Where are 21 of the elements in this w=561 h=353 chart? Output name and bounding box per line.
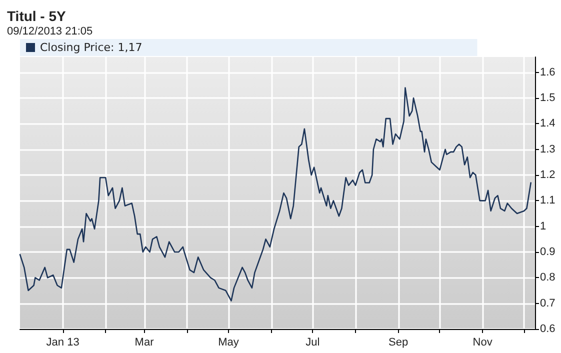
- y-tick-label: 1.3: [540, 143, 556, 156]
- x-tick-label: Jul: [306, 336, 320, 348]
- x-tick-label: May: [218, 336, 240, 348]
- y-tick-label: 0.7: [540, 297, 556, 310]
- y-tick-label: 1.6: [540, 66, 556, 78]
- x-tick-label: Jan 13: [46, 336, 80, 348]
- y-tick-label: 1.1: [540, 194, 556, 207]
- line-series: [19, 87, 532, 302]
- y-tick-label: 0.9: [540, 246, 556, 258]
- y-tick-label: 1.4: [540, 118, 556, 130]
- y-tick-label: 0.6: [540, 323, 556, 335]
- y-tick-label: 1: [540, 220, 546, 232]
- y-tick-label: 1.5: [540, 92, 556, 104]
- y-tick-label: 1.2: [540, 169, 556, 182]
- legend-label: Closing Price: 1,17: [40, 41, 142, 54]
- y-tick-label: 0.8: [540, 272, 556, 284]
- chart-title: Titul - 5Y: [7, 8, 67, 24]
- x-tick-label: Mar: [134, 336, 154, 348]
- chart-subtitle: 09/12/2013 21:05: [7, 26, 93, 38]
- x-tick-label: Sep: [388, 336, 408, 348]
- x-tick-label: Nov: [472, 336, 493, 348]
